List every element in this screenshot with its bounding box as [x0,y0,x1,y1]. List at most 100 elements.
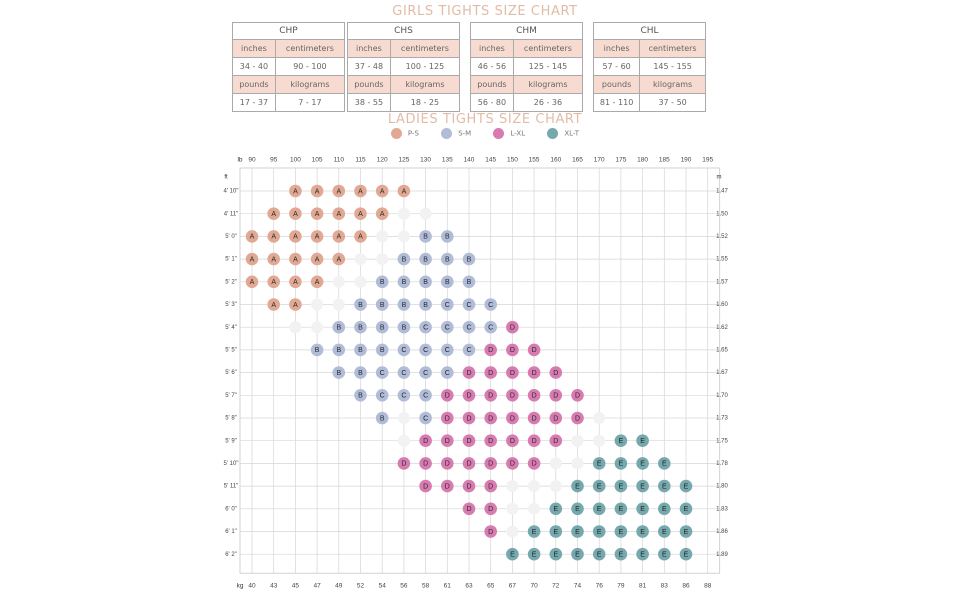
size-dot-empty [332,298,345,311]
size-dot-d [506,434,519,448]
size-dot-b [441,275,454,289]
tick-label-ft: 5' 3" [225,302,237,308]
size-dot-b [354,389,367,402]
size-dot-letter: E [640,438,645,445]
size-dot-letter: B [423,279,428,286]
legend-label: P-S [407,129,419,138]
size-dot-letter: B [402,302,407,309]
size-dot-e [527,547,541,561]
size-dot-a [332,252,346,266]
size-dot-letter: A [293,256,298,263]
size-dot-letter: C [466,302,471,309]
size-dot-letter: D [488,393,493,400]
size-dot-b [375,275,389,289]
size-dot-letter: D [466,438,471,445]
size-dot-e [614,547,628,561]
legend-label: XL-T [564,129,580,138]
size-dot-d [527,389,541,402]
legend-item-s-m: S-M [441,128,471,139]
size-dot-d [506,366,519,379]
size-dot-c [441,320,454,334]
size-dot-b [419,298,432,311]
size-dot-letter: D [532,370,537,377]
tick-label-lb: 130 [420,157,431,164]
size-dot-a [289,184,302,198]
size-dot-c [419,343,432,357]
size-dot-b [441,230,454,243]
size-dot-letter: A [358,234,363,241]
tick-label-m: 1.57 [716,279,728,285]
size-dot-empty [354,253,367,266]
size-dot-e [592,457,606,470]
size-dot-a [332,184,346,198]
size-dot-e [592,479,606,493]
size-dot-b [354,298,367,311]
size-dot-letter: E [640,529,645,536]
size-dot-letter: D [401,461,406,468]
size-dot-d [571,389,584,402]
size-dot-b [354,366,367,379]
size-dot-a [245,252,259,266]
size-dot-e [527,525,541,538]
size-dot-letter: B [358,370,363,377]
size-dot-a [289,230,302,243]
tick-label-kg: 70 [530,583,538,590]
size-dot-e [571,547,584,561]
tick-label-kg: 52 [357,583,365,590]
size-dot-letter: E [640,552,645,559]
tick-label-kg: 63 [465,583,473,590]
size-dot-e [636,434,649,448]
size-dot-letter: E [619,552,624,559]
size-dot-letter: D [423,438,428,445]
table-header: pounds [592,75,641,94]
size-dot-b [354,320,367,334]
size-dot-letter: E [619,506,624,513]
size-dot-letter: C [488,325,493,332]
size-dot-d [419,434,432,448]
legend-item-l-xl: L-XL [493,128,525,139]
size-dot-b [375,343,389,357]
size-dot-a [289,252,302,266]
size-dot-d [571,411,584,425]
size-dot-e [658,502,671,516]
tick-label-m: 1.78 [716,461,728,467]
size-dot-d [484,389,498,402]
size-dot-a [245,275,259,289]
size-dot-d [506,343,519,357]
size-dot-d [484,411,498,425]
size-dot-letter: A [271,256,276,263]
tick-label-ft: 4' 11" [224,211,239,217]
axis-unit-lb: lb [237,157,242,164]
size-dot-empty [506,502,519,515]
size-dot-letter: E [597,552,602,559]
size-dot-e [636,525,649,538]
table-cell: 56 - 80 [470,93,514,112]
size-dot-letter: E [575,529,580,536]
tick-label-m: 1.75 [716,438,728,444]
size-dot-letter: A [315,256,320,263]
size-dot-empty [571,457,584,470]
tick-label-m: 1.60 [716,302,728,308]
size-dot-letter: E [575,483,580,490]
size-dot-b [397,275,411,289]
tick-label-lb: 110 [334,157,345,164]
size-dot-letter: E [553,506,558,513]
size-dot-letter: D [532,393,537,400]
size-dot-a [267,252,281,266]
table-cell: 37 - 50 [639,93,706,112]
table-header: centimeters [389,39,461,58]
size-dot-letter: C [423,415,428,422]
tick-label-ft: 6' 2" [225,552,237,558]
size-dot-a [310,252,324,266]
size-dot-letter: D [423,483,428,490]
size-dot-letter: A [315,188,320,195]
tick-label-lb: 175 [615,157,626,164]
size-dot-letter: A [250,256,255,263]
size-dot-letter: D [575,393,580,400]
tick-label-ft: 5' 7" [225,393,237,399]
table-cell: 125 - 145 [512,57,584,76]
size-dot-b [419,275,432,289]
size-dot-empty [354,275,367,288]
size-dot-d [484,457,498,470]
size-dot-letter: C [401,393,406,400]
